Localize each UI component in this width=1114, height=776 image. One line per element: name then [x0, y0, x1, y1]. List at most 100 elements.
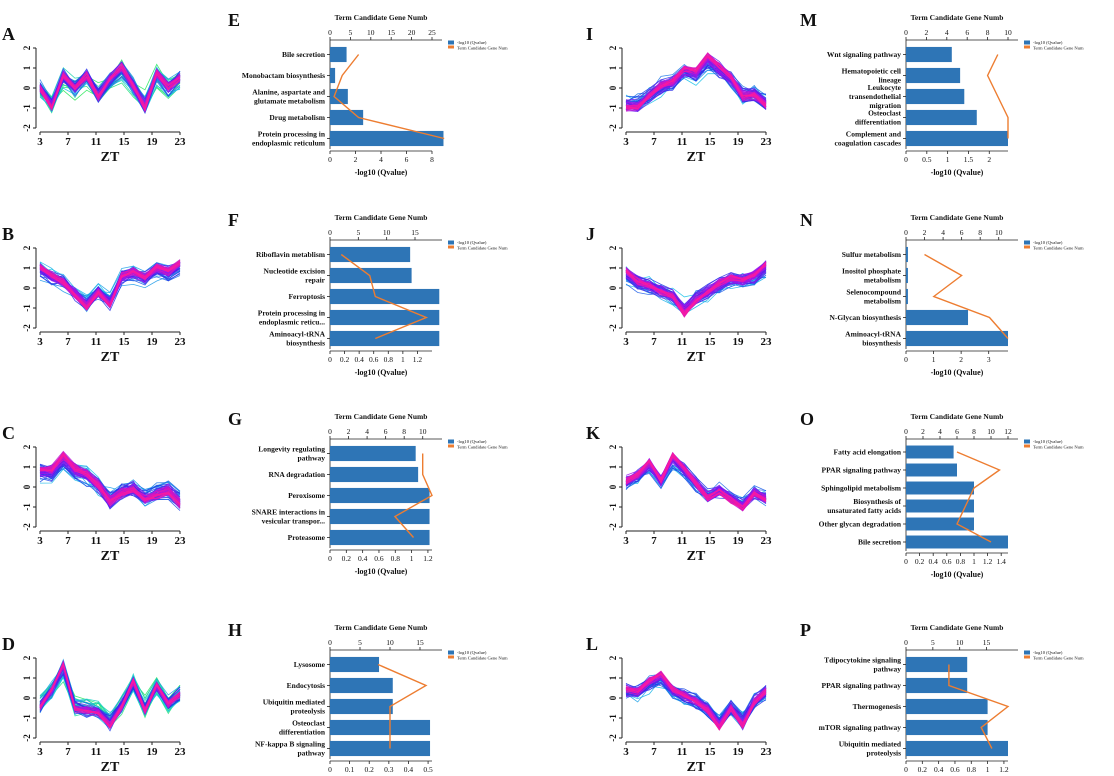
term-label-line: repair	[305, 276, 326, 285]
top-tick-label: 2	[923, 228, 927, 237]
bottom-tick-label: 0.4	[354, 355, 364, 364]
y-tick-label: 2	[22, 245, 32, 250]
term-label: PPAR signaling pathway	[822, 466, 902, 475]
y-tick-label: -2	[22, 734, 32, 742]
term-label: mTOR signaling pathway	[819, 723, 902, 732]
y-tick-label: 2	[608, 45, 618, 50]
profile-line	[625, 73, 767, 111]
y-tick-label: 1	[608, 65, 618, 70]
legend-label: -log10 (Qvalue)	[1033, 439, 1063, 444]
y-tick-label: -2	[22, 523, 32, 531]
term-label-line: pathway	[297, 749, 325, 758]
term-label-line: Bile secretion	[858, 538, 902, 547]
gene-count-line	[948, 664, 1010, 749]
term-label: Other glycan degradation	[819, 520, 902, 529]
top-tick-label: 15	[983, 638, 991, 647]
legend-swatch-bar	[448, 650, 454, 655]
legend-swatch-line	[448, 655, 454, 659]
legend-label: Term Candidate Gene Num	[457, 246, 508, 251]
x-axis-label: ZT	[687, 150, 706, 165]
bottom-tick-label: 0.4	[934, 765, 944, 774]
bottom-tick-label: 0	[328, 554, 332, 563]
top-tick-label: 5	[358, 638, 362, 647]
term-label-line: Selenocompound	[846, 288, 901, 297]
x-axis-label: ZT	[687, 350, 706, 365]
term-label-line: unsaturated fatty acids	[827, 506, 901, 515]
bottom-tick-label: 0.5	[423, 765, 433, 774]
top-tick-label: 10	[367, 28, 375, 37]
top-axis-title: Term Candidate Gene Numb	[335, 412, 428, 421]
y-tick-label: 1	[608, 675, 618, 680]
term-label: Osteoclast differentiation	[279, 719, 326, 737]
bottom-tick-label: 1	[972, 557, 976, 566]
term-label-line: Aminoacyl-tRNA	[269, 330, 325, 339]
bar	[906, 88, 965, 105]
bottom-tick-label: 1	[986, 765, 990, 774]
bottom-tick-label: 0.1	[345, 765, 355, 774]
legend-swatch-bar	[1024, 240, 1030, 245]
y-tick-label: -1	[608, 503, 618, 511]
x-axis-label: ZT	[101, 350, 120, 365]
bottom-tick-label: 0.4	[929, 557, 939, 566]
top-tick-label: 10	[419, 427, 427, 436]
bar	[906, 46, 952, 63]
bottom-tick-label: 1	[932, 355, 936, 364]
legend-swatch-bar	[1024, 439, 1030, 444]
term-label: NF-kappa B signaling pathway	[255, 740, 325, 758]
y-tick-label: -1	[22, 503, 32, 511]
bar	[330, 698, 393, 715]
bottom-tick-label: 0.2	[915, 557, 925, 566]
panel-letter: H	[228, 620, 242, 640]
top-tick-label: 10	[1004, 28, 1012, 37]
bar	[330, 267, 412, 284]
y-tick-label: 1	[608, 464, 618, 469]
legend-label: -log10 (Qvalue)	[457, 40, 487, 45]
term-label-line: Protein processing in	[258, 130, 326, 139]
panel-letter: N	[800, 210, 813, 230]
term-label: Riboflavin metablism	[256, 250, 326, 259]
bottom-tick-label: 1.2	[413, 355, 423, 364]
top-tick-label: 0	[904, 28, 908, 37]
x-tick-label: 11	[91, 535, 101, 547]
bottom-axis-label: -log10 (Qvalue)	[355, 168, 408, 177]
term-label-line: Osteoclast	[868, 109, 901, 118]
x-tick-label: 3	[37, 136, 43, 148]
term-label-line: Longevity regulating	[258, 445, 325, 454]
top-tick-label: 4	[938, 427, 942, 436]
term-label-line: Hematopoietic cell	[842, 67, 901, 76]
bottom-tick-label: 6	[405, 155, 409, 164]
term-label-line: Sulfur metabolism	[842, 250, 902, 259]
bar	[906, 499, 974, 513]
bottom-tick-label: 1	[410, 554, 414, 563]
y-tick-label: -2	[608, 124, 618, 132]
legend-label: -log10 (Qvalue)	[1033, 40, 1063, 45]
profile-line	[625, 54, 767, 110]
legend-label: -log10 (Qvalue)	[1033, 650, 1063, 655]
term-label-line: SNARE interactions in	[252, 508, 326, 517]
bottom-tick-label: 0.6	[374, 554, 384, 563]
bottom-axis-label: -log10 (Qvalue)	[931, 168, 984, 177]
term-label-line: differentiation	[855, 118, 902, 127]
bar	[906, 698, 988, 715]
profile-lines	[39, 259, 181, 313]
y-tick-label: -2	[608, 324, 618, 332]
y-tick-label: 1	[22, 675, 32, 680]
term-label-line: vesicular transpor...	[262, 517, 325, 526]
panel-letter: M	[800, 10, 817, 30]
gene-count-line	[377, 663, 428, 749]
bottom-tick-label: 0.4	[404, 765, 414, 774]
top-axis-title: Term Candidate Gene Numb	[335, 213, 428, 222]
y-tick-label: 2	[22, 655, 32, 660]
profile-line	[39, 663, 181, 728]
legend-label: -log10 (Qvalue)	[1033, 240, 1063, 245]
y-tick-label: 1	[608, 265, 618, 270]
wave-panel-D: D 2 1 0 -1 -2 3 7 11 15 19 23 ZT	[2, 634, 186, 775]
wave-panel-B: B 2 1 0 -1 -2 3 7 11 15 19 23 ZT	[2, 224, 186, 365]
x-tick-label: 3	[623, 746, 629, 758]
x-axis-label: ZT	[687, 549, 706, 564]
term-label-line: mTOR signaling pathway	[819, 723, 902, 732]
